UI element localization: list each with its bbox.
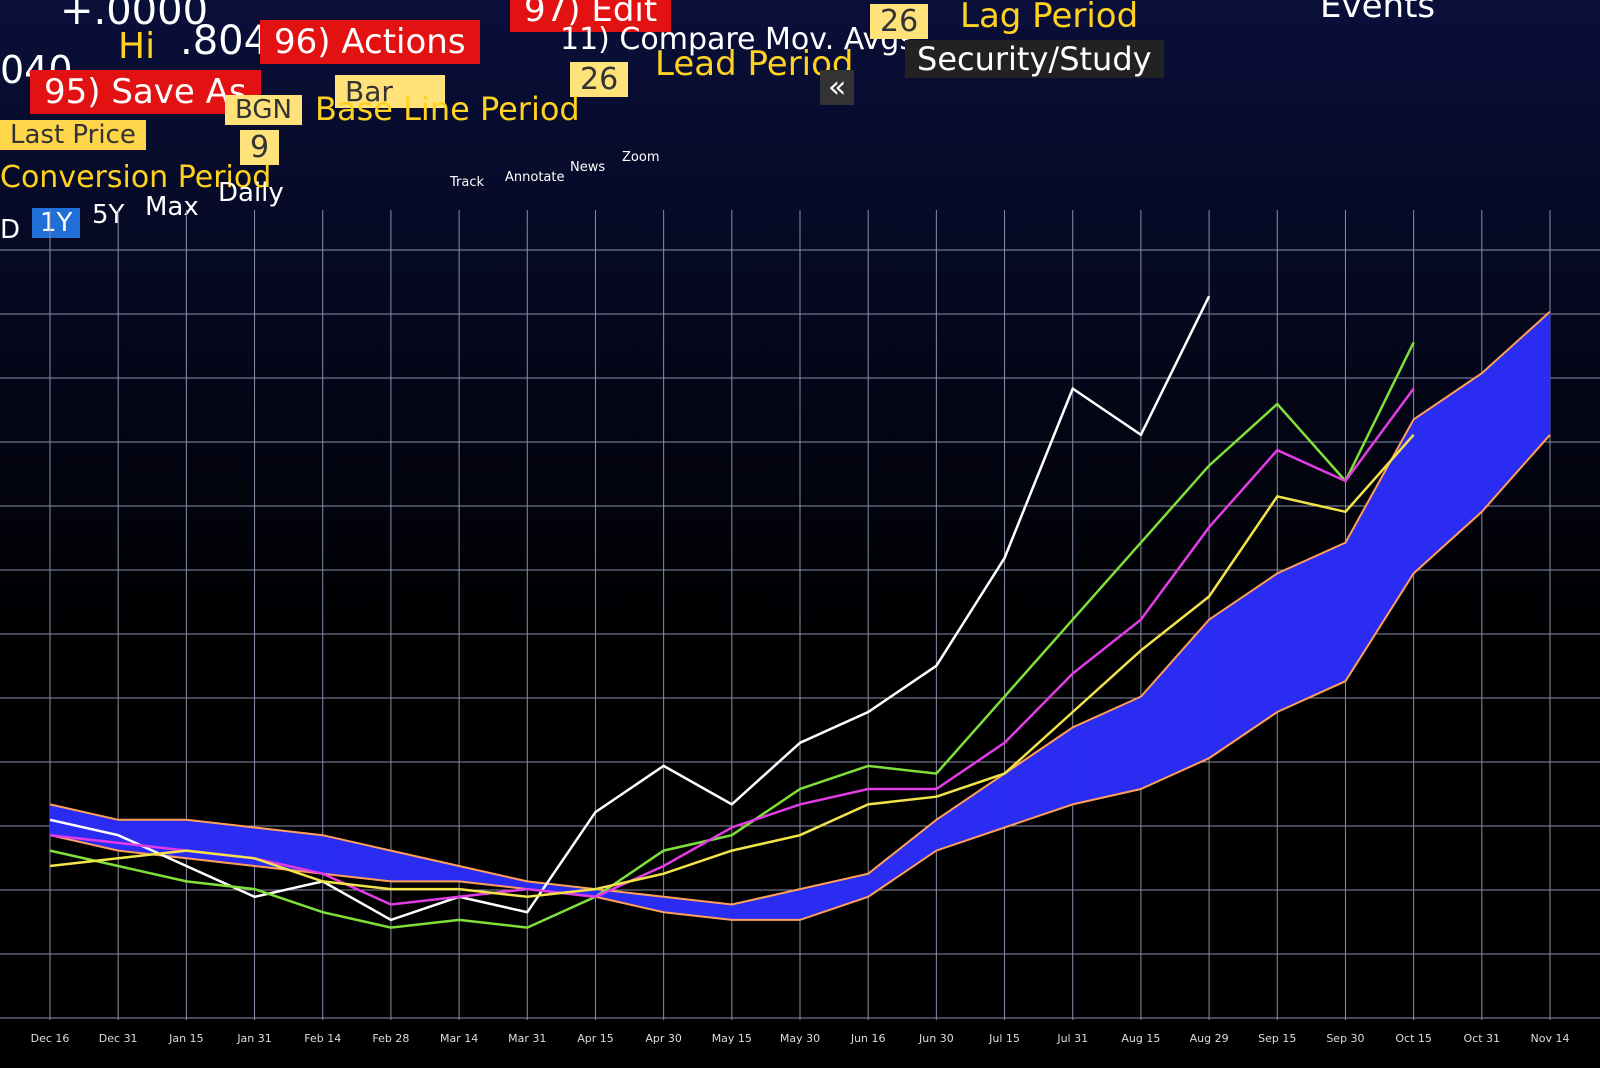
hi-label: Hi (118, 26, 156, 67)
tool[interactable]: Annotate (505, 170, 565, 185)
period[interactable]: 5Y (92, 200, 125, 230)
cloud-segment (1208, 572, 1278, 759)
x-tick-label: Feb 28 (372, 1032, 409, 1045)
style[interactable]: Bar (335, 75, 445, 108)
lag-value[interactable]: 26 (870, 4, 929, 39)
x-tick-label: Apr 30 (645, 1032, 682, 1045)
x-tick-label: Dec 16 (31, 1032, 70, 1045)
cloud-edge (49, 434, 1551, 921)
x-tick-label: Feb 14 (304, 1032, 341, 1045)
collapse-button[interactable]: « (820, 70, 855, 105)
x-tick-label: Apr 15 (577, 1032, 614, 1045)
series-line (49, 341, 1415, 929)
base-label: Base Line Period (315, 90, 580, 128)
x-tick-label: Jan 15 (168, 1032, 203, 1045)
series-line (49, 295, 1211, 922)
x-tick-label: Nov 14 (1531, 1032, 1570, 1045)
tool[interactable]: Track (450, 175, 485, 190)
button[interactable]: 97) Edit (510, 0, 672, 32)
x-tick-label: Sep 15 (1258, 1032, 1296, 1045)
tool[interactable]: News (570, 160, 606, 175)
base-value[interactable]: 9 (240, 130, 280, 165)
x-tick-label: Sep 30 (1326, 1032, 1364, 1045)
price-field[interactable]: Last Price (0, 120, 146, 150)
tool[interactable]: Zoom (622, 150, 660, 165)
x-tick-label: Jun 16 (850, 1032, 886, 1045)
lag-label: Lag Period (960, 0, 1139, 36)
x-tick-label: Aug 29 (1190, 1032, 1229, 1045)
x-tick-label: Jul 31 (1056, 1032, 1088, 1045)
x-tick-label: Oct 15 (1395, 1032, 1432, 1045)
cloud-edge (49, 310, 1551, 906)
x-tick-label: Mar 14 (440, 1032, 478, 1045)
period[interactable]: 1Y (32, 208, 81, 238)
period[interactable]: Max (145, 192, 199, 222)
lead-value[interactable]: 26 (570, 62, 629, 97)
compare[interactable]: 11) Compare Mov. Avgs (560, 22, 915, 57)
conversion-label: Conversion Period (0, 160, 272, 195)
series-line (49, 433, 1415, 899)
x-tick-label: Mar 31 (508, 1032, 546, 1045)
cloud-segment (390, 850, 460, 882)
bgn[interactable]: BGN (225, 95, 302, 125)
series-line (49, 387, 1415, 906)
events[interactable]: Events (1320, 0, 1436, 26)
cloud-segment (731, 888, 801, 921)
x-tick-label: Oct 31 (1464, 1032, 1501, 1045)
x-tick-label: Aug 15 (1121, 1032, 1160, 1045)
period[interactable]: D (0, 215, 21, 245)
x-tick-label: Jul 15 (988, 1032, 1020, 1045)
x-tick-label: Jan 31 (236, 1032, 271, 1045)
x-tick-label: Jun 30 (918, 1032, 954, 1045)
change: +.0000 (60, 0, 209, 34)
x-tick-label: May 15 (712, 1032, 752, 1045)
security-study[interactable]: Security/Study (905, 40, 1164, 78)
x-tick-label: May 30 (780, 1032, 820, 1045)
button[interactable]: 95) Save As (30, 70, 261, 114)
x-tick-label: Dec 31 (99, 1032, 138, 1045)
button[interactable]: 96) Actions (260, 20, 480, 64)
frequency[interactable]: Daily (218, 178, 284, 208)
